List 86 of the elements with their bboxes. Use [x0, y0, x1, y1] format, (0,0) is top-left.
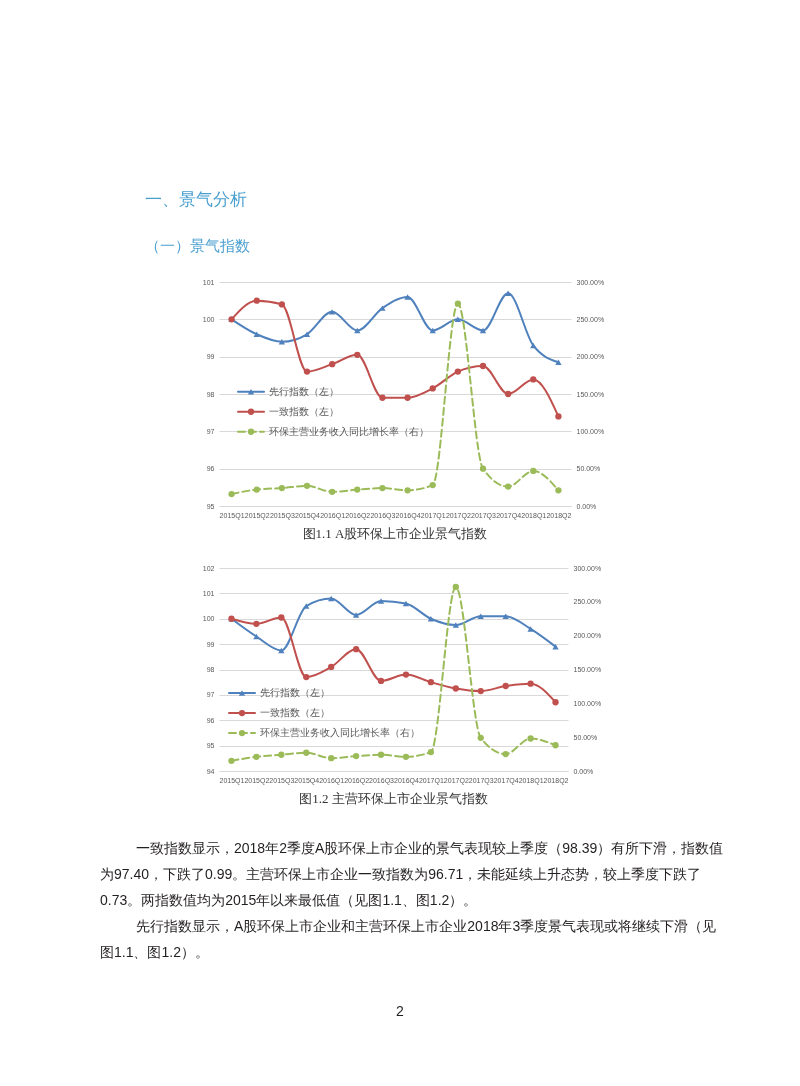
- legend-label: 环保主营业务收入同比增长率（右）: [260, 727, 420, 739]
- point: [354, 486, 361, 493]
- point: [328, 488, 336, 495]
- legend-label: 先行指数（左）: [260, 687, 330, 699]
- point: [454, 300, 462, 307]
- text: 2: [396, 1003, 405, 1019]
- point: [379, 394, 386, 401]
- point: [303, 482, 311, 489]
- point: [328, 754, 335, 762]
- point: [328, 595, 335, 602]
- text: 图1.1 A股环保上市企业景气指数: [302, 526, 488, 541]
- text: 一致指数显示，2018年2季度A股环保上市企业的景气表现较上季度（98.39）有所下滑，指数值为97.40，下跌了0.99。主营环保上市企业一致指数为96.71，未能延续上升态势，较上季度下跌了0.73。两指数值均为2015年以来最低值（见图1.1、图1.2）。: [100, 840, 724, 908]
- point: [402, 600, 410, 607]
- point: [552, 742, 559, 749]
- point: [429, 481, 436, 489]
- point: [377, 677, 385, 685]
- legend-label: 一致指数（左）: [269, 405, 339, 417]
- point: [502, 750, 509, 758]
- point: [352, 646, 360, 653]
- point: [404, 294, 411, 300]
- point: [228, 757, 235, 765]
- point: [454, 368, 462, 375]
- point: [253, 620, 260, 627]
- legend-label: 先行指数（左）: [269, 385, 339, 397]
- point: [402, 671, 410, 678]
- point: [379, 484, 386, 492]
- point: [429, 385, 436, 392]
- point: [328, 360, 336, 368]
- text: （一）景气指数: [145, 237, 250, 254]
- point: [303, 749, 310, 756]
- point: [404, 487, 411, 494]
- point: [555, 359, 562, 366]
- point: [555, 487, 562, 494]
- text: 一、景气分析: [145, 190, 247, 209]
- point: [477, 734, 484, 741]
- legend-label: 一致指数（左）: [260, 707, 330, 719]
- point: [253, 297, 260, 304]
- point: [303, 673, 310, 681]
- point: [504, 390, 512, 398]
- point: [253, 753, 260, 760]
- point: [452, 685, 459, 692]
- point: [555, 413, 562, 420]
- point: [530, 376, 537, 383]
- point: [278, 751, 285, 758]
- point: [328, 309, 336, 315]
- point: [303, 368, 311, 375]
- point: [452, 622, 459, 628]
- point: [427, 679, 435, 686]
- point: [530, 467, 537, 475]
- point: [278, 614, 285, 621]
- legend-label: 环保主营业务收入同比增长率（右）: [269, 425, 429, 437]
- point: [402, 753, 410, 760]
- point: [504, 483, 512, 490]
- point: [479, 362, 487, 370]
- point: [502, 613, 509, 619]
- point: [278, 301, 286, 308]
- point: [228, 490, 235, 498]
- point: [354, 351, 361, 358]
- point: [452, 583, 459, 591]
- text: 图1.2 主营环保上市企业景气指数: [299, 791, 488, 806]
- point: [479, 327, 487, 334]
- point: [379, 305, 386, 311]
- point: [352, 612, 360, 618]
- point: [552, 699, 559, 706]
- point: [253, 486, 260, 493]
- point: [477, 613, 484, 619]
- point: [253, 633, 260, 640]
- point: [454, 316, 462, 323]
- point: [404, 394, 411, 401]
- point: [352, 752, 360, 760]
- point: [502, 682, 509, 690]
- point: [328, 663, 335, 671]
- point: [303, 603, 310, 609]
- point: [527, 735, 534, 742]
- point: [504, 290, 512, 296]
- point: [479, 465, 487, 472]
- point: [477, 687, 484, 695]
- point: [527, 680, 534, 687]
- point: [377, 751, 385, 758]
- point: [377, 598, 385, 604]
- point: [253, 331, 260, 338]
- point: [303, 331, 311, 338]
- point: [527, 626, 534, 632]
- text: 先行指数显示，A股环保上市企业和主营环保上市企业2018年3季度景气表现或将继续下滑（见图1.1、图1.2）。: [100, 918, 717, 960]
- point: [427, 748, 435, 756]
- point: [278, 484, 286, 492]
